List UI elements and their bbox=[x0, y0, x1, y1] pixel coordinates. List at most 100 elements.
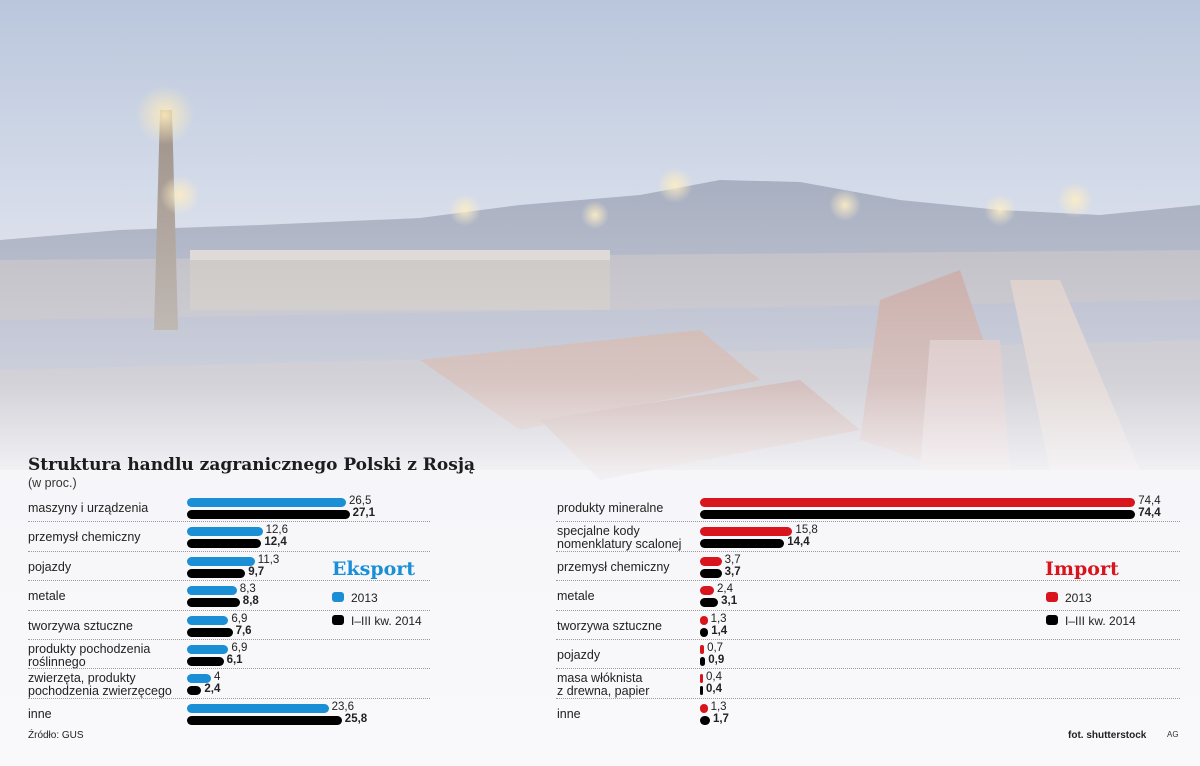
import-legend-label-2013: 2013 bbox=[1065, 591, 1092, 605]
export-legend-swatch-2013 bbox=[332, 592, 344, 602]
import-value-label: 0,4 bbox=[706, 671, 722, 684]
import-value-label: 1,3 bbox=[710, 612, 727, 625]
export-bar-2013 bbox=[187, 703, 329, 713]
export-value-label: 6,9 bbox=[231, 612, 248, 625]
import-category-label-line: masa włóknista bbox=[557, 671, 643, 686]
import-row-separator bbox=[556, 580, 1180, 582]
import-category-label-line: nomenklatury scalonej bbox=[557, 537, 682, 552]
export-bar-2013 bbox=[187, 674, 211, 684]
import-row-separator bbox=[556, 697, 1180, 699]
export-value-label: 11,3 bbox=[257, 553, 280, 566]
export-value-label: 9,7 bbox=[248, 565, 265, 578]
export-row-separator bbox=[28, 639, 430, 640]
import-bar-2013 bbox=[700, 556, 722, 566]
export-legend-swatch-2014 bbox=[332, 615, 344, 625]
import-value-label: 74,4 bbox=[1138, 495, 1161, 507]
import-row-separator bbox=[556, 639, 1180, 640]
export-legend-label-2014: I–III kw. 2014 bbox=[351, 614, 422, 628]
export-category-label: metale bbox=[28, 590, 66, 603]
import-row-separator bbox=[556, 521, 1180, 523]
export-value-label: 25,8 bbox=[344, 712, 368, 725]
import-legend-label-2014: I–III kw. 2014 bbox=[1065, 614, 1136, 628]
import-bar-2013 bbox=[700, 498, 1136, 507]
import-legend-swatch-2014 bbox=[1046, 615, 1058, 625]
export-value-label: 2,4 bbox=[204, 683, 221, 696]
import-bar-2013 bbox=[700, 527, 793, 537]
export-value-label: 12,4 bbox=[264, 536, 287, 549]
import-category-label: pojazdy bbox=[557, 649, 600, 662]
import-category-label-line: metale bbox=[557, 589, 595, 604]
export-row-separator bbox=[28, 580, 430, 582]
export-category-label: przemysł chemiczny bbox=[28, 531, 141, 544]
export-row-separator bbox=[28, 609, 430, 611]
export-value-label: 7,6 bbox=[235, 624, 252, 637]
import-category-label: produkty mineralne bbox=[557, 502, 663, 515]
import-category-label-line: przemysł chemiczny bbox=[557, 559, 670, 574]
import-bar-2014 bbox=[700, 686, 703, 696]
export-value-label: 6,1 bbox=[226, 654, 243, 666]
import-bar-2014 bbox=[700, 598, 719, 608]
import-value-label: 0,9 bbox=[708, 654, 725, 666]
export-value-label: 8,8 bbox=[242, 595, 259, 608]
import-value-label: 0,4 bbox=[706, 683, 722, 696]
export-category-label-line: pochodzenia zwierzęcego bbox=[28, 684, 172, 699]
import-bar-2014 bbox=[700, 510, 1136, 519]
export-bar-2013 bbox=[187, 645, 229, 654]
export-bar-2013 bbox=[187, 527, 263, 537]
export-bar-2014 bbox=[187, 657, 224, 666]
export-value-label: 4 bbox=[214, 671, 221, 684]
export-category-label: tworzywa sztuczne bbox=[28, 618, 133, 633]
export-category-label-line: inne bbox=[28, 706, 52, 721]
page-subtitle: (w proc.) bbox=[28, 476, 77, 490]
import-category-label: inne bbox=[557, 706, 581, 721]
import-value-label: 0,7 bbox=[707, 642, 724, 654]
export-category-label-line: tworzywa sztuczne bbox=[28, 618, 133, 633]
import-legend-swatch-2013 bbox=[1046, 592, 1058, 602]
export-value-label: 26,5 bbox=[349, 495, 372, 507]
export-bar-2013 bbox=[187, 615, 229, 625]
export-value-label: 27,1 bbox=[352, 507, 375, 519]
export-bar-2014 bbox=[187, 627, 233, 637]
import-category-label: metale bbox=[557, 590, 595, 603]
import-value-label: 1,4 bbox=[711, 624, 728, 637]
export-value-label: 8,3 bbox=[239, 583, 256, 596]
export-category-label-line: roślinnego bbox=[28, 655, 86, 669]
source-note: Źródło: GUS bbox=[28, 730, 84, 741]
import-row-separator bbox=[556, 668, 1180, 670]
export-bar-2014 bbox=[187, 539, 262, 549]
export-bar-2014 bbox=[187, 510, 350, 519]
import-value-label: 3,1 bbox=[721, 595, 738, 608]
import-category-label-line: pojazdy bbox=[557, 648, 601, 662]
export-bar-2014 bbox=[187, 715, 342, 725]
export-category-label: maszyny i urządzenia bbox=[28, 502, 148, 515]
export-category-label-line: pojazdy bbox=[28, 559, 72, 574]
agency-mark: AG bbox=[1167, 730, 1179, 739]
export-bar-2013 bbox=[187, 556, 255, 566]
export-category-label: produkty pochodzenia roślinnego bbox=[28, 643, 150, 669]
import-category-label-line: inne bbox=[557, 706, 581, 721]
import-category-label-line: specjalne kody bbox=[557, 524, 640, 539]
import-bar-2014 bbox=[700, 568, 722, 578]
import-value-label: 2,4 bbox=[717, 583, 734, 596]
import-row-separator bbox=[556, 550, 1180, 552]
import-category-label: przemysł chemiczny bbox=[557, 559, 670, 574]
import-bar-2013 bbox=[700, 645, 705, 654]
export-category-label-line: przemysł chemiczny bbox=[28, 530, 141, 545]
export-bar-2014 bbox=[187, 568, 246, 578]
export-row-separator bbox=[28, 550, 430, 552]
export-category-label-line: produkty pochodzenia bbox=[28, 642, 151, 656]
export-value-label: 12,6 bbox=[265, 524, 288, 537]
import-value-label: 1,7 bbox=[712, 712, 729, 725]
import-bar-2014 bbox=[700, 715, 710, 725]
export-category-label: pojazdy bbox=[28, 559, 72, 574]
import-bar-2013 bbox=[700, 586, 715, 596]
export-category-label: inne bbox=[28, 706, 52, 721]
export-row-separator bbox=[28, 668, 430, 670]
import-bar-2014 bbox=[700, 657, 706, 666]
export-category-label: zwierzęta, produkty pochodzenia zwierzęce… bbox=[28, 672, 172, 698]
import-bar-2014 bbox=[700, 539, 785, 549]
export-bar-2013 bbox=[187, 586, 237, 596]
export-bar-2014 bbox=[187, 686, 202, 696]
